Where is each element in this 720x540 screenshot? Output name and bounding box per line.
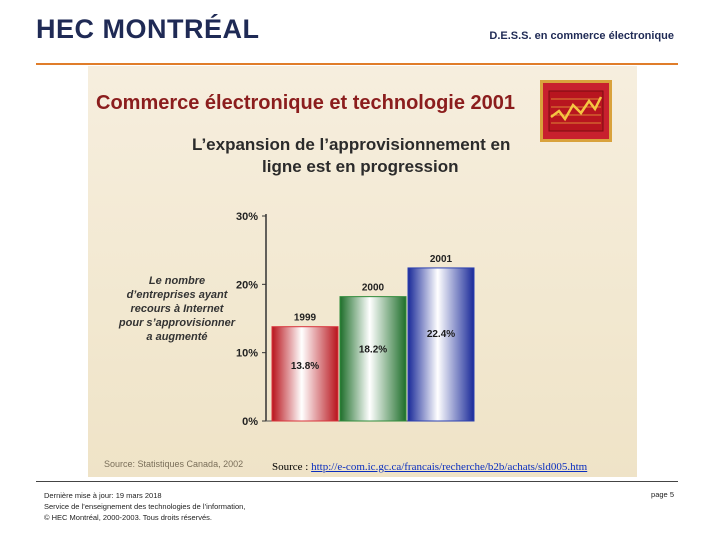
slide-subtitle: L’expansion de l’approvisionnement en li… <box>192 134 552 178</box>
bar <box>271 326 339 422</box>
note-line: d’entreprises ayant <box>126 289 228 301</box>
slide-title: Commerce électronique et technologie 200… <box>96 92 516 114</box>
bar-category-label: 2001 <box>430 254 453 265</box>
source-citation: Source : http://e-com.ic.gc.ca/francais/… <box>272 461 587 473</box>
hec-montreal-logo: HEC MONTRÉAL <box>36 14 260 44</box>
bar-value-label: 18.2% <box>359 345 387 356</box>
bar-value-label: 22.4% <box>427 329 455 340</box>
footer-divider <box>36 481 678 482</box>
header-divider <box>36 63 678 65</box>
bar-category-label: 2000 <box>362 283 385 294</box>
y-tick-label: 10% <box>236 348 258 360</box>
bar-chart: 0% 10% 20% 30% 1999 13.8% 2000 18.2% 2001 22.4% <box>236 211 475 428</box>
slide-image: Commerce électronique et technologie 200… <box>88 66 637 477</box>
y-tick-label: 0% <box>242 416 258 428</box>
footer-line-copyright: © HEC Montréal, 2000-2003. Tous droits r… <box>44 513 212 522</box>
subtitle-line-1: L’expansion de l’approvisionnement en <box>192 135 511 154</box>
bar <box>407 267 475 422</box>
footer-info: Dernière mise à jour: 19 mars 2018 Servi… <box>44 490 245 523</box>
line-chart-icon <box>540 80 612 142</box>
source-prefix: Source : <box>272 461 312 473</box>
subtitle-line-2: ligne est en progression <box>262 157 459 176</box>
footer-line-updated: Dernière mise à jour: 19 mars 2018 <box>44 491 162 500</box>
bar-value-label: 13.8% <box>291 361 319 372</box>
y-tick-label: 30% <box>236 211 258 223</box>
bar <box>339 296 407 422</box>
slide-source-note: Source: Statistiques Canada, 2002 <box>104 459 244 469</box>
note-line: a augmenté <box>146 331 208 343</box>
page-number: page 5 <box>651 490 674 499</box>
program-name: D.E.S.S. en commerce électronique <box>489 30 674 42</box>
note-line: recours à Internet <box>130 303 224 315</box>
footer-line-service: Service de l’enseignement des technologi… <box>44 502 246 511</box>
note-line: pour s’approvisionner <box>118 317 236 329</box>
source-link[interactable]: http://e-com.ic.gc.ca/francais/recherche… <box>311 461 588 473</box>
bar-category-label: 1999 <box>294 313 317 324</box>
chart-note: Le nombre d’entreprises ayant recours à … <box>102 274 252 344</box>
y-tick-label: 20% <box>236 279 258 291</box>
note-line: Le nombre <box>148 275 206 287</box>
